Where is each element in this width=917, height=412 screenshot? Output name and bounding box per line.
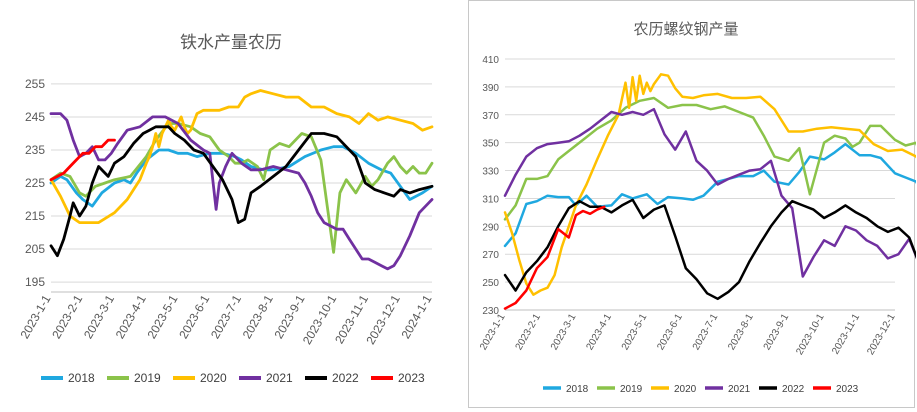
x-tick-label: 2023-8-1 — [726, 312, 756, 353]
chart-title: 铁水产量农历 — [180, 33, 282, 53]
y-tick-label: 195 — [25, 275, 45, 289]
chart-panel-rebar: 农历螺纹钢产量 230 250 270 290 310 330 350 370 390 410 202… — [468, 0, 916, 408]
y-tick-label: 250 — [482, 278, 499, 289]
chart-title: 农历螺纹钢产量 — [633, 20, 738, 38]
y-tick-label: 255 — [25, 77, 45, 91]
legend-label-2022: 2022 — [332, 371, 359, 385]
x-tick-label: 2023-2-1 — [514, 312, 544, 353]
legend-label-2021: 2021 — [266, 371, 293, 385]
series-line-2021 — [503, 107, 916, 278]
y-tick-label: 230 — [482, 306, 499, 317]
x-tick-label: 2023-10-1 — [794, 312, 827, 357]
chart-panel-iron: 铁水产量农历 195 205 215 225 235 245 255 2023-1-1 2023-… — [0, 0, 459, 411]
chart-iron-output: 铁水产量农历1952052152252352452552023-1-12023-… — [17, 33, 434, 385]
x-tick-label: 2023-9-1 — [762, 312, 792, 353]
series-line-2022 — [49, 125, 434, 258]
legend-label-2020: 2020 — [200, 371, 227, 385]
y-tick-label: 390 — [482, 83, 499, 94]
series-line-2020 — [49, 89, 434, 225]
series-line-2019 — [503, 96, 916, 221]
legend-label-2019: 2019 — [620, 384, 643, 395]
y-tick-label: 270 — [482, 250, 499, 261]
y-tick-label: 330 — [482, 167, 499, 178]
x-tick-label: 2023-1-1 — [478, 312, 508, 353]
y-tick-label: 310 — [482, 194, 499, 205]
y-tick-label: 370 — [482, 111, 499, 122]
series-line-2023 — [503, 205, 606, 310]
series-line-2019 — [49, 122, 434, 254]
series-line-2018 — [503, 142, 916, 248]
x-tick-label: 2023-12-1 — [865, 312, 898, 357]
series-line-2020 — [503, 73, 916, 296]
y-tick-label: 290 — [482, 222, 499, 233]
legend-label-2023: 2023 — [836, 384, 859, 395]
y-tick-label: 205 — [25, 242, 45, 256]
series-line-2021 — [49, 112, 434, 271]
legend-label-2021: 2021 — [728, 384, 751, 395]
legend-label-2018: 2018 — [68, 371, 95, 385]
legend-label-2023: 2023 — [398, 371, 425, 385]
x-tick-label: 2023-11-1 — [830, 312, 862, 357]
x-tick-label: 2023-4-1 — [584, 312, 614, 353]
legend-label-2019: 2019 — [134, 371, 161, 385]
legend-label-2020: 2020 — [674, 384, 697, 395]
chart-rebar-output: 农历螺纹钢产量 230 250 270 290 310 330 350 370 390 410 202… — [478, 20, 916, 395]
y-tick-label: 215 — [25, 209, 45, 223]
y-tick-label: 225 — [25, 176, 45, 190]
x-tick-label: 2023-3-1 — [549, 312, 579, 353]
x-tick-label: 2023-6-1 — [655, 312, 685, 353]
series-line-2023 — [49, 138, 116, 182]
x-tick-label: 2023-5-1 — [620, 312, 650, 353]
y-tick-label: 235 — [25, 143, 45, 157]
x-tick-label: 2024-1-1 — [398, 292, 434, 341]
y-tick-label: 245 — [25, 110, 45, 124]
y-tick-label: 350 — [482, 139, 499, 150]
legend-label-2022: 2022 — [782, 384, 805, 395]
x-tick-label: 2023-7-1 — [691, 312, 721, 353]
legend-label-2018: 2018 — [566, 384, 589, 395]
series-line-2022 — [503, 198, 916, 301]
y-tick-label: 410 — [482, 55, 499, 66]
